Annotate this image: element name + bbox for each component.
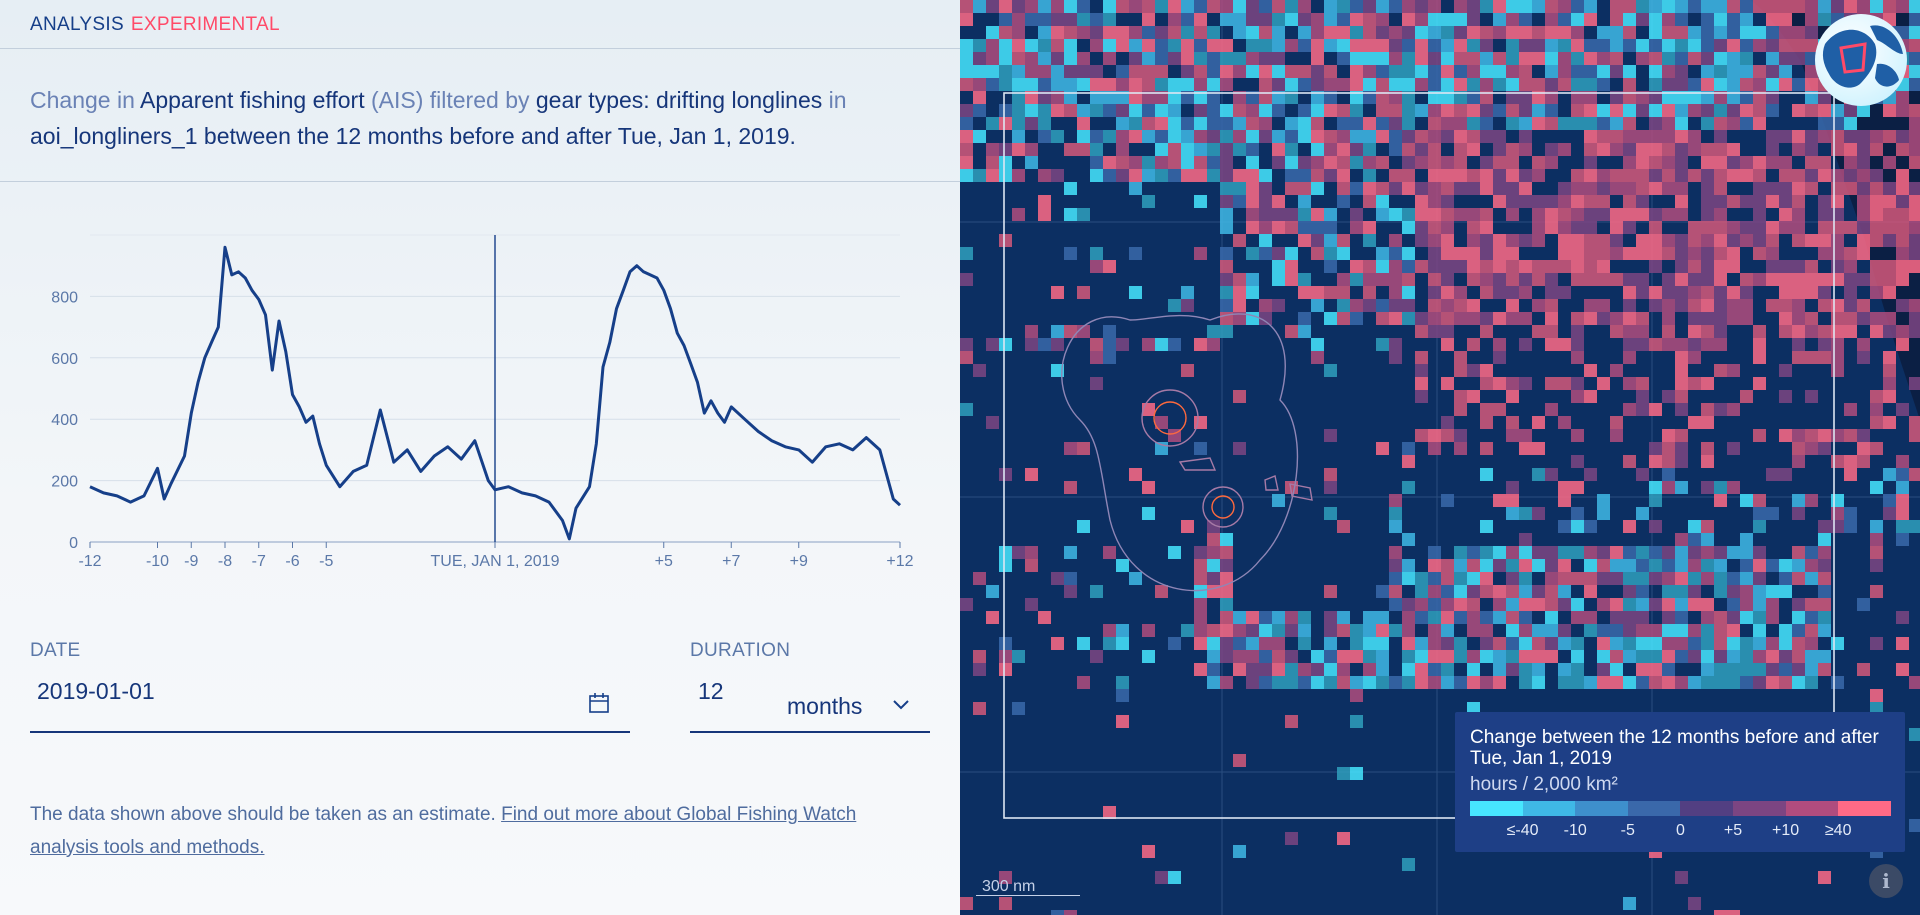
- island-zone: [1202, 486, 1244, 528]
- info-icon[interactable]: i: [1869, 864, 1903, 898]
- island-outline: [1178, 457, 1217, 471]
- duration-input[interactable]: 12: [698, 678, 724, 704]
- analysis-title: ANALYSIS: [30, 14, 124, 35]
- eez-boundary: [1061, 313, 1299, 592]
- chevron-down-icon[interactable]: [891, 698, 911, 717]
- disclaimer-text: The data shown above should be taken as …: [30, 804, 502, 825]
- mini-globe-icon[interactable]: [1815, 14, 1907, 106]
- y-tick-label: 800: [51, 289, 78, 306]
- legend-unit: hours / 2,000 km²: [1470, 774, 1618, 795]
- legend-tick-label: ≤-40: [1506, 822, 1539, 839]
- duration-unit-select[interactable]: months: [787, 693, 863, 719]
- legend-swatch: [1522, 801, 1576, 816]
- island-zone: [1141, 389, 1199, 447]
- legend-swatch: [1575, 801, 1628, 816]
- description-divider: [0, 181, 960, 182]
- x-tick-label: -5: [319, 553, 333, 570]
- island-territorial-sea: [1153, 401, 1187, 435]
- legend-swatch: [1732, 801, 1786, 816]
- calendar-icon[interactable]: [588, 692, 610, 719]
- duration-underline: [690, 731, 780, 733]
- legend-tick-label: -5: [1620, 822, 1635, 839]
- legend-title: Change between the 12 months before and …: [1470, 727, 1879, 769]
- map-legend: Change between the 12 months before and …: [1455, 712, 1905, 852]
- x-tick-label: TUE, JAN 1, 2019: [431, 553, 560, 570]
- experimental-badge: EXPERIMENTAL: [130, 14, 280, 35]
- fishing-effort-line: [89, 245, 902, 541]
- legend-swatch: [1785, 801, 1839, 816]
- date-underline: [30, 731, 630, 733]
- legend-swatch: [1838, 801, 1891, 816]
- y-tick-label: 200: [51, 474, 78, 491]
- x-tick-label: -10: [146, 553, 169, 570]
- evolution-chart: 0 200 400 600 800 -12 -10 -9 -8 -7 -6 -5 TUE, JAN 1,…: [51, 234, 914, 570]
- legend-tick-label: -10: [1563, 822, 1587, 839]
- heatmap-layer[interactable]: [960, 0, 1920, 915]
- duration-label: DURATION: [690, 640, 791, 661]
- legend-color-ramp: [1470, 801, 1891, 816]
- legend-tick-label: +10: [1772, 822, 1800, 839]
- area-text: aoi_longliners_1 between the 12 months b…: [30, 123, 796, 149]
- legend-swatch: [1680, 801, 1733, 816]
- filter-text: gear types: drifting longlines: [535, 87, 823, 113]
- unit-underline: [780, 731, 930, 733]
- date-input[interactable]: 2019-01-01: [37, 678, 155, 704]
- x-tick-label: -6: [285, 553, 299, 570]
- analysis-panel: ANALYSIS EXPERIMENTAL Change in Apparent …: [0, 0, 960, 915]
- legend-tick-label: 0: [1675, 822, 1685, 839]
- methods-link[interactable]: Find out more about Global Fishing Watch…: [30, 804, 857, 858]
- y-tick-label: 400: [51, 412, 78, 429]
- x-tick-label: -12: [78, 553, 101, 570]
- scale-bar: [976, 895, 1080, 896]
- heatmap-cells: [960, 0, 1920, 915]
- x-tick-label: +5: [655, 553, 673, 570]
- island-territorial-sea: [1211, 495, 1235, 519]
- legend-swatch: [1470, 801, 1523, 816]
- dataset-name: Apparent fishing effort: [139, 87, 365, 113]
- map-view[interactable]: [960, 0, 1920, 915]
- legend-tick-label: +5: [1723, 822, 1743, 839]
- legend-swatch: [1627, 801, 1681, 816]
- analysis-description: Change in Apparent fishing effort (AIS) …: [30, 87, 847, 149]
- date-label: DATE: [30, 640, 81, 661]
- coastline: [1750, 0, 1920, 420]
- x-tick-label: +12: [886, 553, 913, 570]
- y-tick-label: 600: [51, 351, 78, 368]
- x-tick-label: +7: [722, 553, 740, 570]
- panel-header: ANALYSIS EXPERIMENTAL: [30, 14, 280, 36]
- area-of-interest-outline: [1003, 92, 1835, 819]
- y-tick-label: 0: [69, 535, 78, 552]
- x-tick-label: -9: [184, 553, 198, 570]
- island-outline: [1264, 475, 1313, 501]
- legend-tick-label: ≥40: [1824, 822, 1852, 839]
- header-divider: [0, 48, 960, 49]
- x-tick-label: -8: [218, 553, 232, 570]
- scale-label: 300 nm: [982, 878, 1036, 895]
- x-tick-label: +9: [790, 553, 808, 570]
- disclaimer-note: The data shown above should be taken as …: [30, 798, 910, 864]
- x-tick-label: -7: [252, 553, 266, 570]
